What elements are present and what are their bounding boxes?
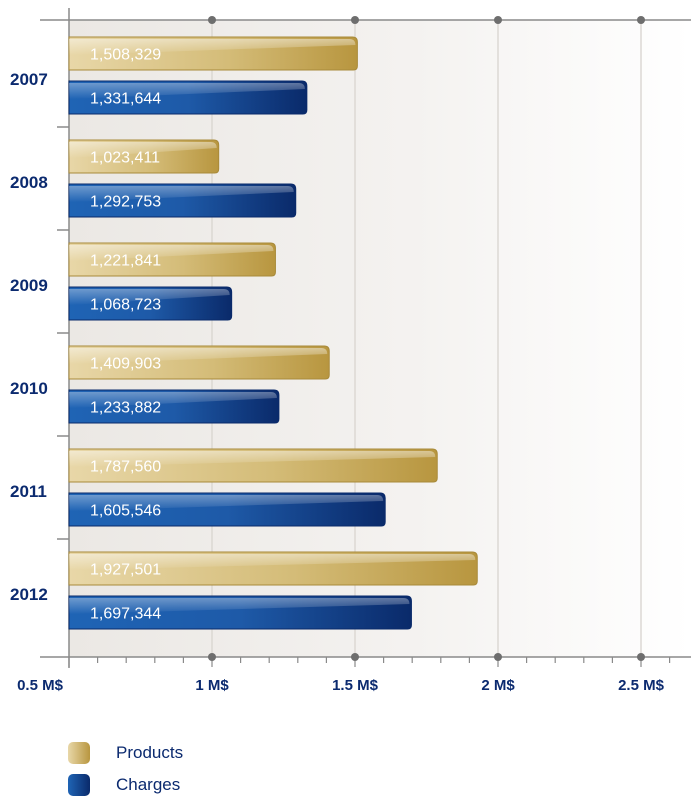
axis-dot xyxy=(208,16,216,24)
legend-label-charges: Charges xyxy=(116,775,181,794)
bar-charges-2012: 1,697,344 xyxy=(68,595,412,630)
bar-highlight xyxy=(69,495,384,512)
bar-highlight xyxy=(69,348,328,365)
bar-highlight xyxy=(69,245,274,262)
bar-products-2010: 1,409,903 xyxy=(68,345,330,380)
bar-value-label: 1,233,882 xyxy=(90,400,161,417)
bar-charges-2007: 1,331,644 xyxy=(68,80,308,115)
bar-highlight xyxy=(69,39,356,56)
bar-value-label: 1,508,329 xyxy=(90,47,161,64)
bar-highlight xyxy=(69,554,476,571)
axis-dot xyxy=(637,16,645,24)
bar-value-label: 1,068,723 xyxy=(90,297,161,314)
bar-charges-2009: 1,068,723 xyxy=(68,286,233,321)
category-label: 2012 xyxy=(10,585,48,604)
bar-value-label: 1,787,560 xyxy=(90,459,161,476)
bar-value-label: 1,221,841 xyxy=(90,253,161,270)
legend-swatch-charges xyxy=(68,774,90,796)
bar-products-2012: 1,927,501 xyxy=(68,551,478,586)
bar-highlight xyxy=(69,598,410,615)
bar-value-label: 1,409,903 xyxy=(90,356,161,373)
x-tick-label: 2 M$ xyxy=(481,677,515,694)
axis-dot xyxy=(494,16,502,24)
bar-highlight xyxy=(69,289,230,306)
x-tick-label: 1.5 M$ xyxy=(332,677,379,694)
bar-chart: 1,508,329 1,331,644 1,023,411 1,292,753 1,22… xyxy=(10,8,691,694)
bar-charges-2011: 1,605,546 xyxy=(68,492,386,527)
x-tick-labels: 0.5 M$ 1 M$ 1.5 M$ 2 M$ 2.5 M$ xyxy=(17,677,665,694)
legend: Products Charges xyxy=(68,738,183,802)
bar-highlight xyxy=(69,83,305,100)
axis-dot xyxy=(637,653,645,661)
x-tick-label: 1 M$ xyxy=(195,677,229,694)
bar-products-2009: 1,221,841 xyxy=(68,242,276,277)
bar-value-label: 1,605,546 xyxy=(90,503,161,520)
bar-highlight xyxy=(69,392,277,409)
bar-products-2008: 1,023,411 xyxy=(68,139,220,174)
bar-products-2011: 1,787,560 xyxy=(68,448,438,483)
category-label: 2010 xyxy=(10,379,48,398)
axis-dot xyxy=(351,653,359,661)
axis-dot xyxy=(494,653,502,661)
bar-value-label: 1,023,411 xyxy=(90,150,160,167)
plot-background xyxy=(69,20,691,657)
bar-value-label: 1,331,644 xyxy=(90,91,161,108)
legend-item-products: Products xyxy=(68,738,183,768)
bar-charges-2010: 1,233,882 xyxy=(68,389,280,424)
bar-value-label: 1,292,753 xyxy=(90,194,161,211)
category-label: 2008 xyxy=(10,173,48,192)
legend-label-products: Products xyxy=(116,743,184,762)
bar-highlight xyxy=(69,451,436,468)
bars-group: 1,508,329 1,331,644 1,023,411 1,292,753 1,22… xyxy=(68,36,478,630)
bar-highlight xyxy=(69,142,217,159)
bar-value-label: 1,697,344 xyxy=(90,606,161,623)
legend-swatch-products xyxy=(68,742,90,764)
bar-products-2007: 1,508,329 xyxy=(68,36,358,71)
x-tick-label: 2.5 M$ xyxy=(618,677,665,694)
axis-dot xyxy=(208,653,216,661)
category-label: 2007 xyxy=(10,70,48,89)
bar-value-label: 1,927,501 xyxy=(90,562,161,579)
category-label: 2011 xyxy=(10,482,47,501)
gridlines xyxy=(211,20,642,657)
bar-charges-2008: 1,292,753 xyxy=(68,183,297,218)
legend-item-charges: Charges xyxy=(68,770,183,800)
category-labels: 2007 2008 2009 2010 2011 2012 xyxy=(10,70,48,604)
category-label: 2009 xyxy=(10,276,48,295)
x-tick-label: 0.5 M$ xyxy=(17,677,64,694)
axis-dot xyxy=(351,16,359,24)
bar-highlight xyxy=(69,186,294,203)
